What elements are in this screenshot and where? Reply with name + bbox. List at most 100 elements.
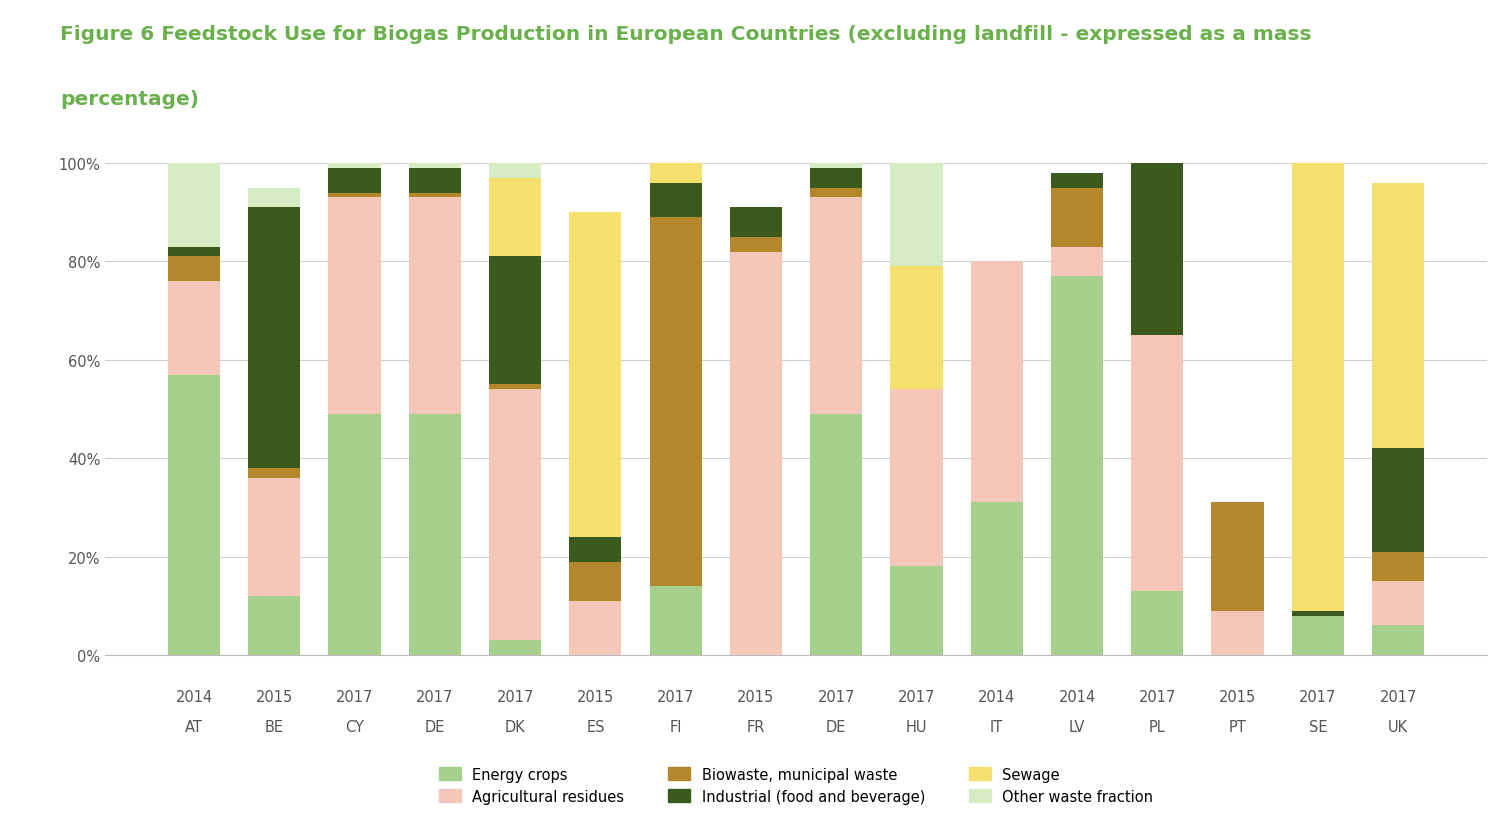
Bar [810,414,862,655]
Bar [891,164,943,267]
Bar [1051,188,1102,247]
Text: 2017: 2017 [416,690,454,704]
Text: 2017: 2017 [898,690,936,704]
Bar [248,208,300,468]
Bar [1371,581,1424,626]
Text: 2017: 2017 [336,690,374,704]
Text: 2017: 2017 [1139,690,1176,704]
Text: 2015: 2015 [577,690,614,704]
Bar [1051,247,1102,277]
Bar [970,503,1023,655]
Text: 2015: 2015 [255,690,293,704]
Bar [891,567,943,655]
Bar [730,252,783,655]
Bar [1051,174,1102,188]
Bar [329,169,380,193]
Bar [810,188,862,198]
Bar [1212,611,1263,655]
Bar [730,238,783,252]
Text: CY: CY [345,719,363,734]
Bar [490,385,541,390]
Bar [1292,611,1344,616]
Bar [409,169,461,193]
Bar [1131,336,1184,591]
Text: DE: DE [826,719,847,734]
Text: ES: ES [586,719,605,734]
Text: 2014: 2014 [176,690,213,704]
Text: 2017: 2017 [1299,690,1337,704]
Bar [409,193,461,198]
Text: UK: UK [1388,719,1409,734]
Bar [569,213,622,537]
Bar [168,164,221,247]
Bar [1371,449,1424,552]
Bar [490,257,541,385]
Bar [248,478,300,596]
Bar [810,169,862,188]
Bar [409,198,461,414]
Text: LV: LV [1069,719,1084,734]
Bar [329,164,380,169]
Bar [1131,591,1184,655]
Bar [569,537,622,562]
Bar [649,164,701,183]
Text: BE: BE [264,719,284,734]
Bar [810,198,862,414]
Bar [490,390,541,640]
Bar [168,375,221,655]
Bar [1051,277,1102,655]
Bar [649,586,701,655]
Bar [569,562,622,601]
Text: IT: IT [990,719,1003,734]
Bar [248,468,300,478]
Bar [970,262,1023,503]
Text: Figure 6 Feedstock Use for Biogas Production in European Countries (excluding la: Figure 6 Feedstock Use for Biogas Produc… [60,25,1311,43]
Bar [329,414,380,655]
Bar [649,218,701,586]
Text: percentage): percentage) [60,90,200,109]
Text: 2017: 2017 [817,690,855,704]
Bar [1292,616,1344,655]
Text: FI: FI [670,719,682,734]
Bar [329,198,380,414]
Bar [168,282,221,375]
Bar [490,164,541,179]
Bar [1131,164,1184,336]
Bar [409,164,461,169]
Bar [1371,183,1424,449]
Text: PL: PL [1149,719,1166,734]
Bar [248,188,300,208]
Bar [569,601,622,655]
Bar [168,247,221,257]
Bar [329,193,380,198]
Text: 2015: 2015 [1220,690,1256,704]
Bar [248,596,300,655]
Text: HU: HU [906,719,927,734]
Bar [810,164,862,169]
Text: 2015: 2015 [737,690,775,704]
Bar [1292,164,1344,611]
Bar [490,179,541,257]
Text: 2017: 2017 [1379,690,1416,704]
Text: SE: SE [1308,719,1328,734]
Text: 2014: 2014 [1059,690,1095,704]
Bar [1371,626,1424,655]
Legend: Energy crops, Agricultural residues, Biowaste, municipal waste, Industrial (food: Energy crops, Agricultural residues, Bio… [433,761,1160,810]
Bar [649,183,701,218]
Bar [1371,552,1424,581]
Text: PT: PT [1229,719,1247,734]
Text: FR: FR [746,719,765,734]
Bar [168,257,221,282]
Bar [891,267,943,390]
Bar [1212,503,1263,611]
Text: DK: DK [505,719,526,734]
Bar [409,414,461,655]
Text: AT: AT [185,719,203,734]
Bar [891,390,943,567]
Text: 2017: 2017 [497,690,533,704]
Bar [490,640,541,655]
Text: DE: DE [425,719,445,734]
Bar [730,208,783,238]
Text: 2014: 2014 [978,690,1015,704]
Text: 2017: 2017 [656,690,694,704]
